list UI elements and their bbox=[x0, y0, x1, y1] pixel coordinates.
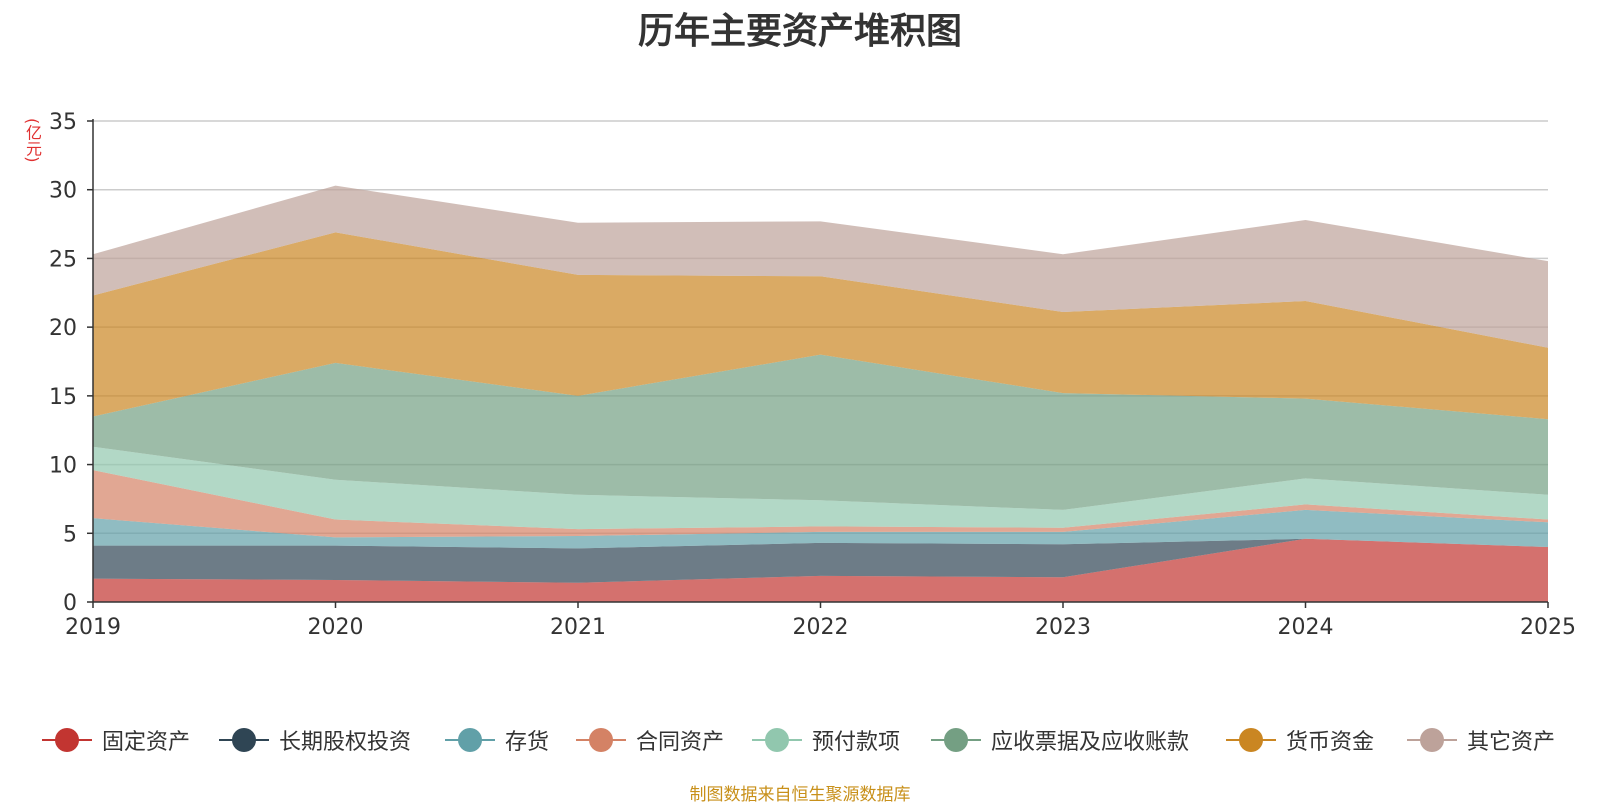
y-tick-label: 5 bbox=[63, 522, 77, 547]
area-series-7 bbox=[93, 185, 1548, 348]
legend-label: 其它资产 bbox=[1467, 730, 1556, 755]
x-tick-label: 2019 bbox=[65, 615, 121, 640]
y-tick-label: 15 bbox=[49, 385, 77, 410]
y-tick-label: 35 bbox=[49, 110, 77, 135]
legend-marker-icon bbox=[752, 725, 802, 755]
area-series-0 bbox=[93, 538, 1548, 602]
area-series-group bbox=[93, 185, 1548, 602]
area-series-3 bbox=[93, 470, 1548, 538]
x-tick-label: 2022 bbox=[793, 615, 849, 640]
x-tick-label: 2021 bbox=[550, 615, 606, 640]
y-tick-label: 10 bbox=[49, 454, 77, 479]
y-tick-label: 25 bbox=[49, 247, 77, 272]
area-series-1 bbox=[93, 538, 1548, 583]
legend-label: 固定资产 bbox=[102, 730, 191, 755]
legend-label: 货币资金 bbox=[1286, 730, 1375, 755]
legend-marker-icon bbox=[576, 725, 626, 755]
legend-marker-icon bbox=[1407, 725, 1457, 755]
y-tick-label: 20 bbox=[49, 316, 77, 341]
legend-label: 长期股权投资 bbox=[279, 730, 412, 755]
legend-label: 预付款项 bbox=[812, 730, 901, 755]
legend-marker-icon bbox=[1226, 725, 1276, 755]
legend-item[interactable]: 其它资产 bbox=[1407, 720, 1555, 760]
x-tick-label: 2020 bbox=[308, 615, 364, 640]
y-tick-label: 30 bbox=[49, 179, 77, 204]
legend-label: 合同资产 bbox=[636, 730, 725, 755]
area-series-2 bbox=[93, 509, 1548, 549]
x-tick-label: 2023 bbox=[1035, 615, 1091, 640]
legend-marker-icon bbox=[445, 725, 495, 755]
legend-item[interactable]: 固定资产 bbox=[42, 720, 190, 760]
chart-legend: 固定资产 长期股权投资 存货 合同资产 预付款项 应收票据及应收账款 货币资金 其它资产 bbox=[0, 720, 1600, 760]
area-series-6 bbox=[93, 232, 1548, 420]
y-tick-label: 0 bbox=[63, 591, 77, 616]
legend-marker-icon bbox=[42, 725, 92, 755]
legend-label: 应收票据及应收账款 bbox=[991, 730, 1190, 755]
legend-marker-icon bbox=[219, 725, 269, 755]
legend-item[interactable]: 应收票据及应收账款 bbox=[931, 720, 1189, 760]
x-tick-label: 2025 bbox=[1520, 615, 1576, 640]
legend-item[interactable]: 货币资金 bbox=[1226, 720, 1374, 760]
data-source-note: 制图数据来自恒生聚源数据库 bbox=[689, 785, 911, 805]
legend-item[interactable]: 合同资产 bbox=[576, 720, 724, 760]
chart-title: 历年主要资产堆积图 bbox=[637, 11, 962, 52]
area-series-5 bbox=[93, 354, 1548, 510]
legend-item[interactable]: 长期股权投资 bbox=[219, 720, 411, 760]
x-tick-label: 2024 bbox=[1278, 615, 1334, 640]
area-series-4 bbox=[93, 446, 1548, 530]
y-axis-unit-label: (亿元) bbox=[23, 118, 42, 163]
legend-label: 存货 bbox=[505, 730, 550, 755]
legend-marker-icon bbox=[931, 725, 981, 755]
legend-item[interactable]: 预付款项 bbox=[752, 720, 900, 760]
legend-item[interactable]: 存货 bbox=[445, 720, 549, 760]
